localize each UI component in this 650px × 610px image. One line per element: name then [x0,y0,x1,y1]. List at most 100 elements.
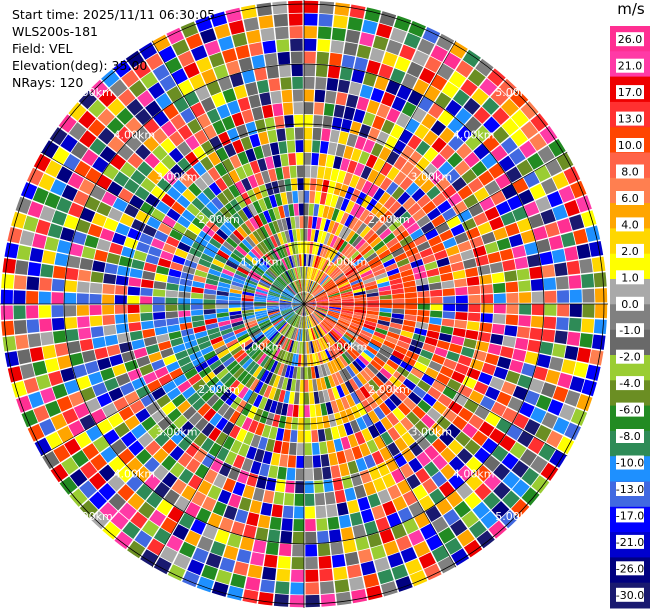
ppi-gate [331,386,340,400]
ppi-gate [220,327,233,336]
ppi-gate [333,156,343,170]
ppi-gate [228,493,242,508]
ppi-gate [229,292,242,298]
ppi-gate [491,323,505,335]
ppi-gate [306,254,309,267]
ppi-gate [452,327,466,338]
ppi-gate [310,282,318,294]
ppi-gate [292,229,298,242]
ppi-gate [260,370,270,383]
ppi-gate [273,491,285,505]
ppi-gate [466,321,480,331]
ppi-gate [233,327,247,335]
ppi-gate [370,359,383,371]
ppi-gate [183,62,200,79]
ppi-gate [233,561,249,576]
ppi-gate [371,142,384,157]
ppi-gate [428,360,443,372]
ppi-gate [294,296,304,304]
ppi-gate [212,501,227,517]
ppi-gate [307,316,312,328]
ppi-gate [341,308,354,312]
ppi-gate [351,235,363,248]
ppi-gate [514,337,529,351]
ppi-gate [475,58,494,77]
ppi-gate [89,282,103,294]
ppi-gate [170,114,186,130]
ppi-gate [136,483,153,501]
ppi-gate [196,335,210,345]
ppi-gate [140,177,156,193]
ppi-gate [301,304,304,316]
ppi-gate [316,271,325,283]
ppi-gate [148,351,163,363]
ppi-gate [357,263,369,272]
ppi-gate [60,367,76,382]
ppi-gate [154,230,169,243]
ppi-gate [380,162,393,177]
ppi-gate [154,273,168,283]
ppi-gate [285,312,295,322]
ppi-gate [288,204,295,217]
ppi-gate [253,145,264,160]
ppi-gate [290,216,296,229]
ppi-gate [245,576,261,591]
ppi-gate [283,429,291,442]
ppi-gate [506,304,519,315]
ppi-gate [365,288,379,294]
ppi-gate [282,291,293,299]
ppi-gate [188,182,202,197]
ppi-gate [214,162,228,177]
ppi-gate [204,40,221,56]
ppi-gate [133,61,151,79]
ppi-gate [237,469,250,484]
ppi-gate [322,466,332,480]
ppi-gate [264,156,275,170]
ppi-gate [468,177,484,193]
ppi-gate [268,267,279,278]
ppi-gate [400,417,414,431]
ppi-gate [266,305,279,308]
ppi-gate [319,568,333,582]
ppi-gate [367,300,380,304]
ppi-gate [406,373,421,385]
ppi-gate [337,321,349,329]
ppi-gate [281,518,293,531]
ppi-gate [442,408,458,423]
ppi-gate [449,41,468,59]
ppi-gate [232,323,245,331]
ppi-gate [329,304,342,306]
ppi-gate [512,348,527,362]
ppi-gate [290,379,297,392]
ppi-gate [316,297,328,302]
ppi-gate [316,305,329,308]
ppi-gate [552,204,568,221]
ppi-gate [304,64,316,77]
ppi-gate [279,304,292,307]
ppi-gate [294,328,299,341]
ppi-gate [27,167,44,186]
ppi-gate [294,493,304,506]
ppi-gate [33,153,51,172]
ppi-gate [155,201,171,215]
ppi-gate [304,304,316,307]
ppi-gate [345,394,356,408]
ppi-gate [284,338,291,351]
ppi-gate [386,237,399,249]
ppi-gate [26,319,40,333]
ppi-gate [390,124,404,139]
ppi-gate [263,385,273,398]
ppi-gate [291,255,296,268]
ppi-gate [379,299,392,304]
ppi-gate [275,581,290,595]
ppi-gate [335,276,348,285]
ppi-gate [157,178,172,193]
ppi-gate [107,136,125,153]
ppi-gate [312,127,322,141]
ppi-gate [369,260,383,270]
ppi-gate [392,304,405,309]
ppi-gate [544,304,557,316]
ppi-gate [50,463,69,483]
ppi-gate [245,376,256,389]
ppi-gate [484,206,500,221]
